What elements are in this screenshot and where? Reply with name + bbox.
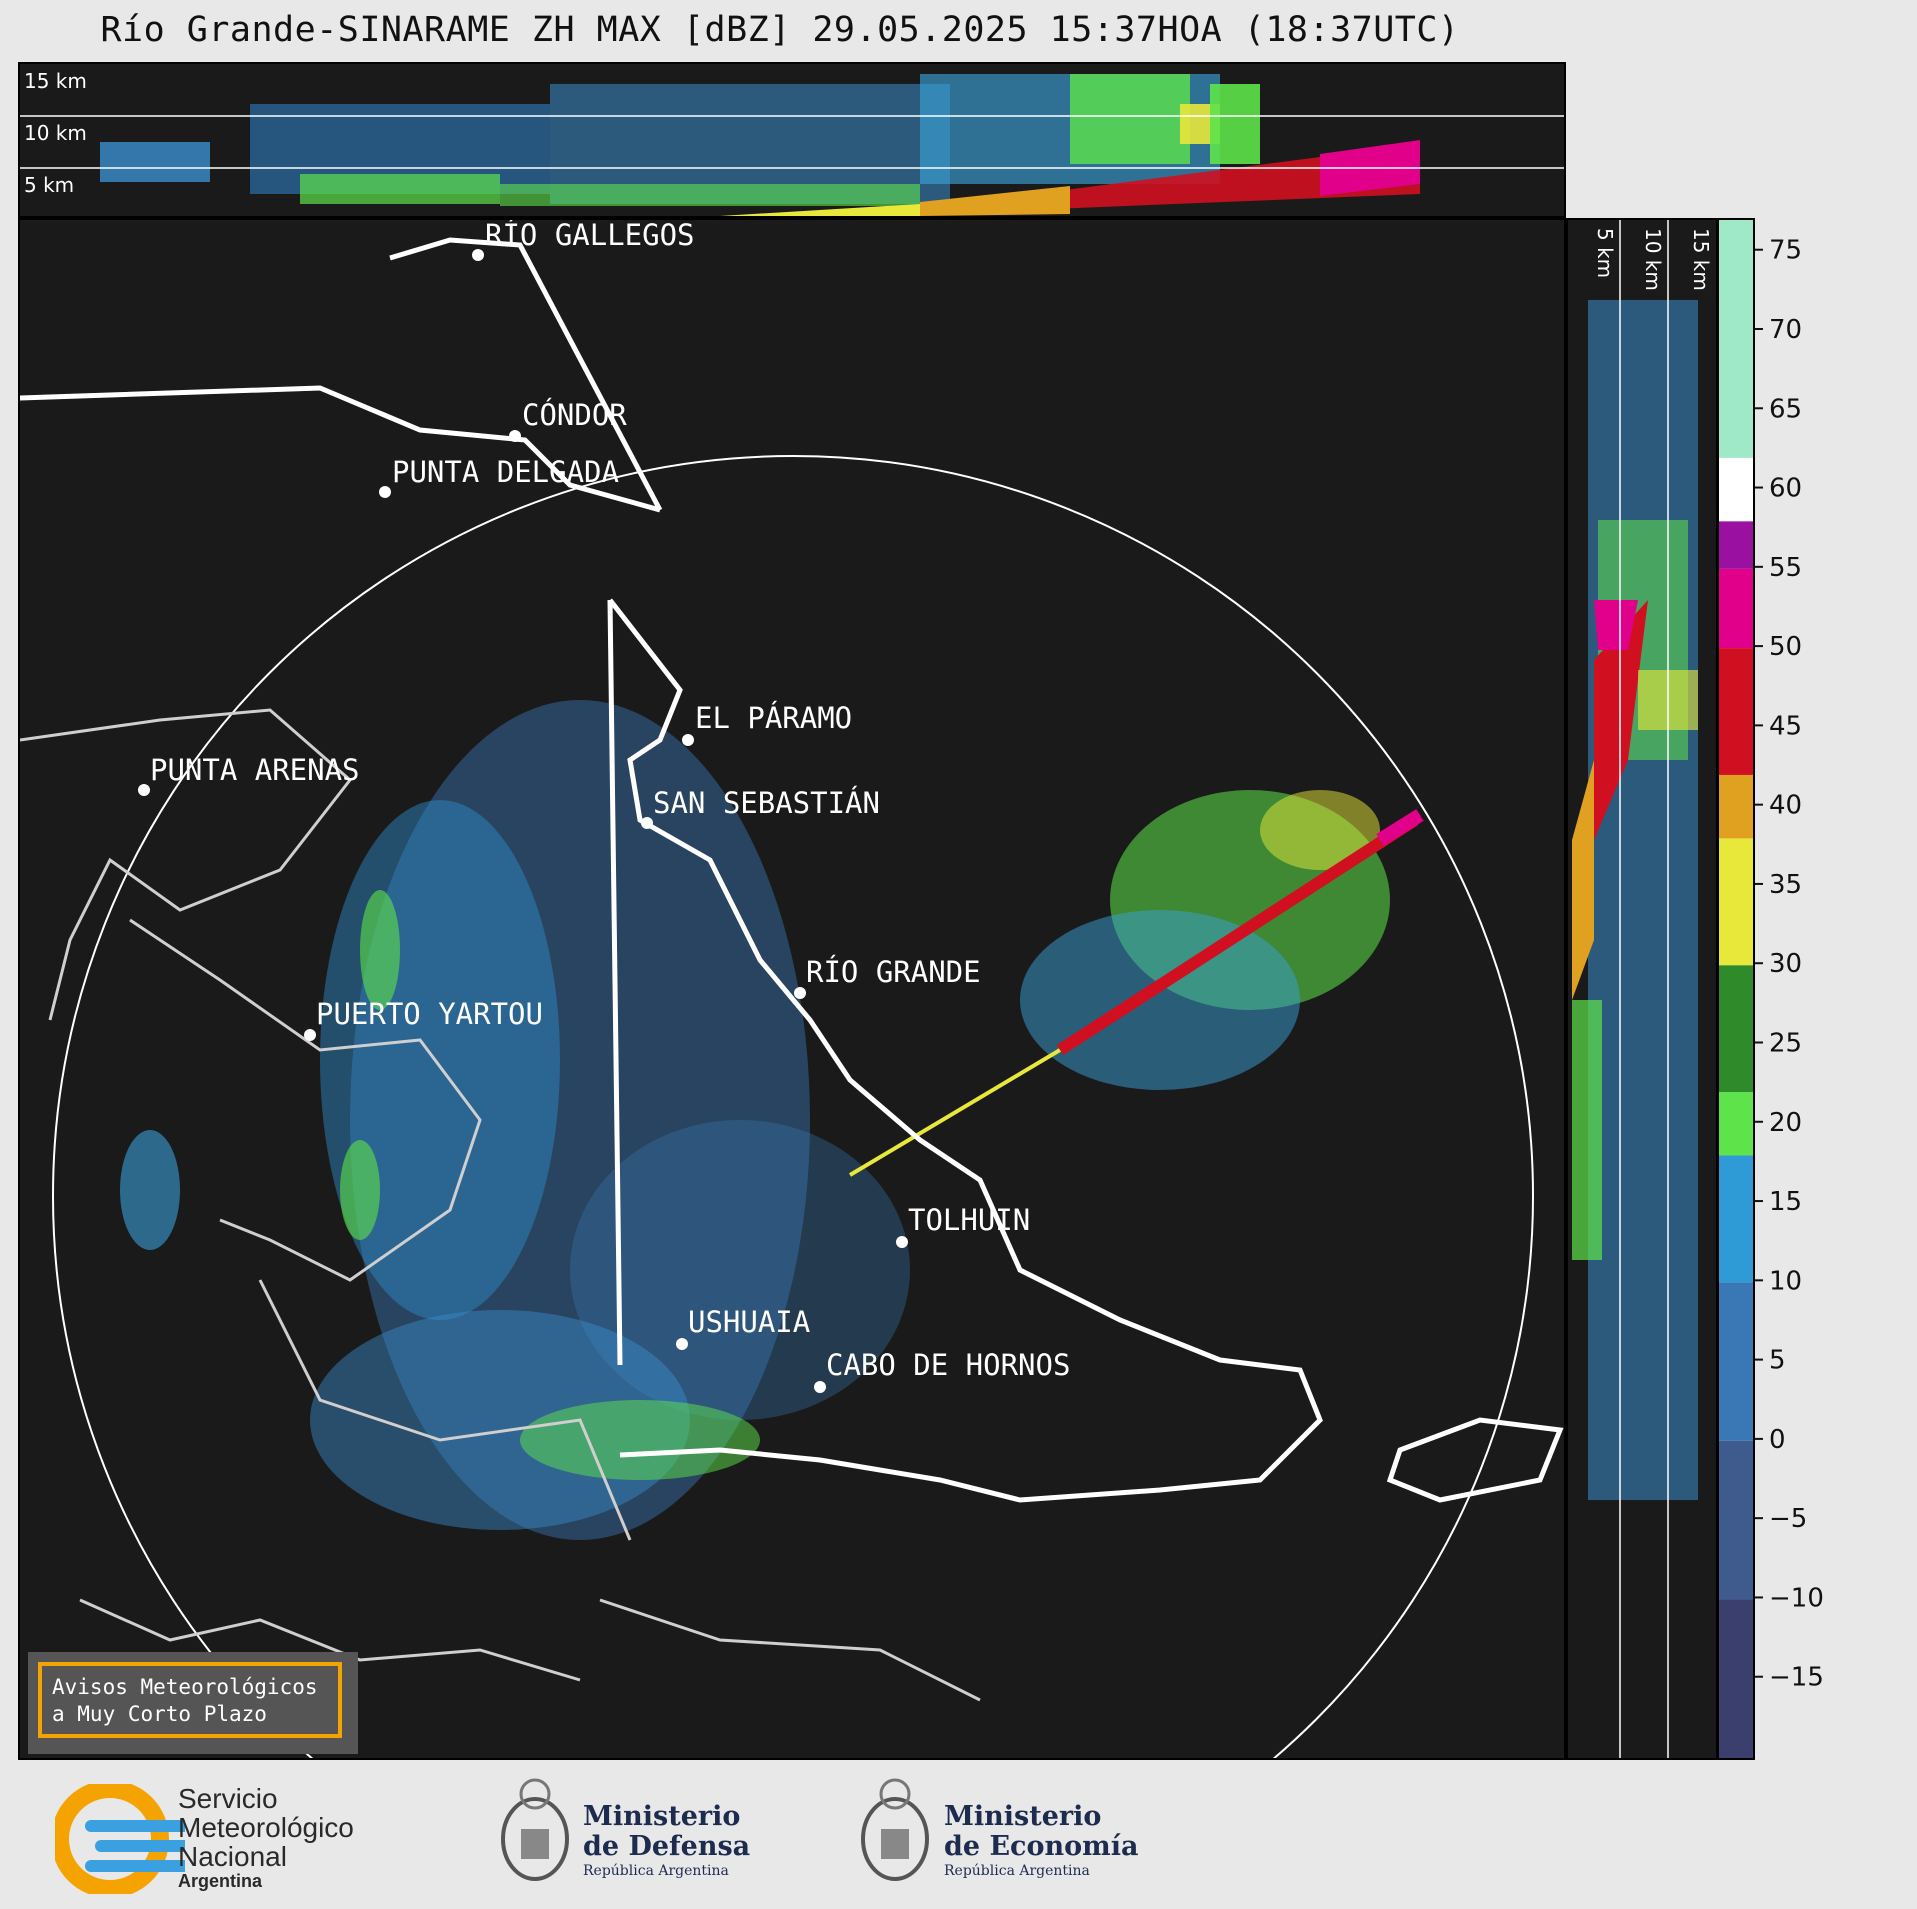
colorbar-segment [1719, 568, 1753, 649]
colorbar-segment [1719, 1155, 1753, 1283]
colorbar-tick-label: −5 [1769, 1504, 1807, 1534]
defensa-line-1: Ministerio [583, 1801, 741, 1832]
colorbar-tick-label: 0 [1769, 1425, 1786, 1455]
defensa-line-2: de Defensa [583, 1831, 751, 1862]
economia-logo-text: Ministerio de Economía República Argenti… [944, 1802, 1138, 1880]
label-condor: CÓNDOR [522, 398, 627, 432]
side-km-label-15: 15 km [1689, 228, 1713, 291]
footer-logos: Servicio Meteorológico Nacional Argentin… [0, 1762, 1917, 1909]
top-km-label-5: 5 km [24, 173, 74, 197]
warning-line-1: Avisos Meteorológicos [52, 1675, 318, 1699]
colorbar-tick-label: 45 [1769, 711, 1802, 741]
top-echo-layer [100, 74, 1420, 216]
colorbar-tick-label: 5 [1769, 1346, 1786, 1376]
dbz-colorbar [1717, 218, 1755, 1760]
defensa-logo-text: Ministerio de Defensa República Argentin… [583, 1802, 750, 1880]
label-san-sebastian: SAN SEBASTIÁN [653, 786, 880, 820]
radar-echo-layer [120, 700, 1424, 1540]
colorbar-tick-label: 75 [1769, 236, 1802, 266]
label-punta-delgada: PUNTA DELGADA [392, 455, 619, 489]
marker-condor [509, 430, 521, 442]
smn-line-2: Meteorológico [178, 1812, 354, 1843]
colorbar-tick-label: 70 [1769, 315, 1802, 345]
defensa-coat-of-arms-icon [501, 1778, 569, 1881]
label-tolhuin: TOLHUIN [908, 1203, 1030, 1237]
colorbar-segment [1719, 457, 1753, 522]
side-cross-section-plot: 5 km 10 km 15 km [1572, 220, 1713, 1758]
colorbar-segment [1719, 1440, 1753, 1600]
radar-map: RÍO GALLEGOS CÓNDOR PUNTA DELGADA PUNTA … [20, 220, 1564, 1758]
label-rio-gallegos: RÍO GALLEGOS [485, 220, 695, 252]
colorbar-tick-label: −15 [1769, 1663, 1824, 1693]
marker-rio-gallegos [472, 249, 484, 261]
label-rio-grande: RÍO GRANDE [806, 955, 981, 989]
colorbar-segment [1719, 838, 1753, 966]
border-layer [20, 237, 1564, 1503]
colorbar-tick-label: 15 [1769, 1187, 1802, 1217]
top-cross-section-plot: 15 km 10 km 5 km [20, 69, 1564, 216]
colorbar-tick-label: 20 [1769, 1108, 1802, 1138]
colorbar-tick-label: 65 [1769, 394, 1802, 424]
radar-map-panel: RÍO GALLEGOS CÓNDOR PUNTA DELGADA PUNTA … [18, 218, 1566, 1760]
marker-cabo-de-hornos [814, 1381, 826, 1393]
marker-punta-arenas [138, 784, 150, 796]
colorbar-tick-label: 60 [1769, 474, 1802, 504]
marker-ushuaia [676, 1338, 688, 1350]
map-title: Río Grande-SINARAME ZH MAX [dBZ] 29.05.2… [100, 10, 1460, 50]
label-el-paramo: EL PÁRAMO [695, 701, 852, 735]
marker-el-paramo [682, 734, 694, 746]
top-km-label-10: 10 km [24, 121, 87, 145]
colorbar-tick-label: 40 [1769, 791, 1802, 821]
side-echo-layer [1572, 300, 1698, 1500]
label-punta-arenas: PUNTA ARENAS [150, 753, 360, 787]
top-km-label-15: 15 km [24, 69, 87, 93]
warning-box-frame: Avisos Meteorológicos a Muy Corto Plazo [38, 1662, 342, 1738]
defensa-line-3: República Argentina [583, 1863, 729, 1879]
label-cabo-de-hornos: CABO DE HORNOS [826, 1348, 1070, 1382]
colorbar-segment [1719, 774, 1753, 839]
colorbar-segment [1719, 521, 1753, 569]
label-puerto-yartou: PUERTO YARTOU [316, 997, 543, 1031]
colorbar-tick-label: 30 [1769, 949, 1802, 979]
colorbar-segment [1719, 1599, 1753, 1758]
colorbar-tick-label: 50 [1769, 632, 1802, 662]
colorbar-tick-label: −10 [1769, 1583, 1824, 1613]
colorbar-segment [1719, 1092, 1753, 1156]
economia-line-1: Ministerio [944, 1801, 1102, 1832]
smn-logo-text: Servicio Meteorológico Nacional Argentin… [178, 1784, 354, 1891]
top-cross-section-panel: 15 km 10 km 5 km [18, 62, 1566, 218]
economia-coat-of-arms-icon [861, 1778, 929, 1881]
side-km-label-10: 10 km [1641, 228, 1665, 291]
colorbar-gradient [1719, 220, 1753, 1758]
marker-rio-grande [794, 987, 806, 999]
smn-logo-icon [55, 1784, 185, 1894]
marker-san-sebastian [641, 817, 653, 829]
coastline-layer [20, 708, 981, 1702]
colorbar-tick-label: 35 [1769, 870, 1802, 900]
colorbar-tick-label: 55 [1769, 553, 1802, 583]
smn-line-4: Argentina [178, 1871, 263, 1891]
colorbar-segment [1719, 965, 1753, 1093]
colorbar-tick-label: 10 [1769, 1266, 1802, 1296]
radar-range-ring [52, 455, 1534, 1758]
side-km-label-5: 5 km [1593, 228, 1617, 278]
warning-box: Avisos Meteorológicos a Muy Corto Plazo [28, 1652, 358, 1754]
colorbar-segment [1719, 1282, 1753, 1441]
marker-tolhuin [896, 1236, 908, 1248]
economia-line-2: de Economía [944, 1831, 1139, 1862]
colorbar-segment [1719, 220, 1753, 458]
marker-puerto-yartou [304, 1029, 316, 1041]
warning-line-2: a Muy Corto Plazo [52, 1702, 267, 1726]
smn-line-1: Servicio [178, 1783, 278, 1814]
side-cross-section-panel: 5 km 10 km 15 km [1566, 218, 1718, 1760]
colorbar-tick-label: 25 [1769, 1028, 1802, 1058]
label-ushuaia: USHUAIA [688, 1305, 810, 1339]
place-labels: RÍO GALLEGOS CÓNDOR PUNTA DELGADA PUNTA … [150, 220, 1070, 1382]
place-markers [138, 249, 908, 1393]
smn-line-3: Nacional [178, 1841, 287, 1872]
economia-line-3: República Argentina [944, 1863, 1090, 1879]
marker-punta-delgada [379, 486, 391, 498]
colorbar-segment [1719, 648, 1753, 775]
